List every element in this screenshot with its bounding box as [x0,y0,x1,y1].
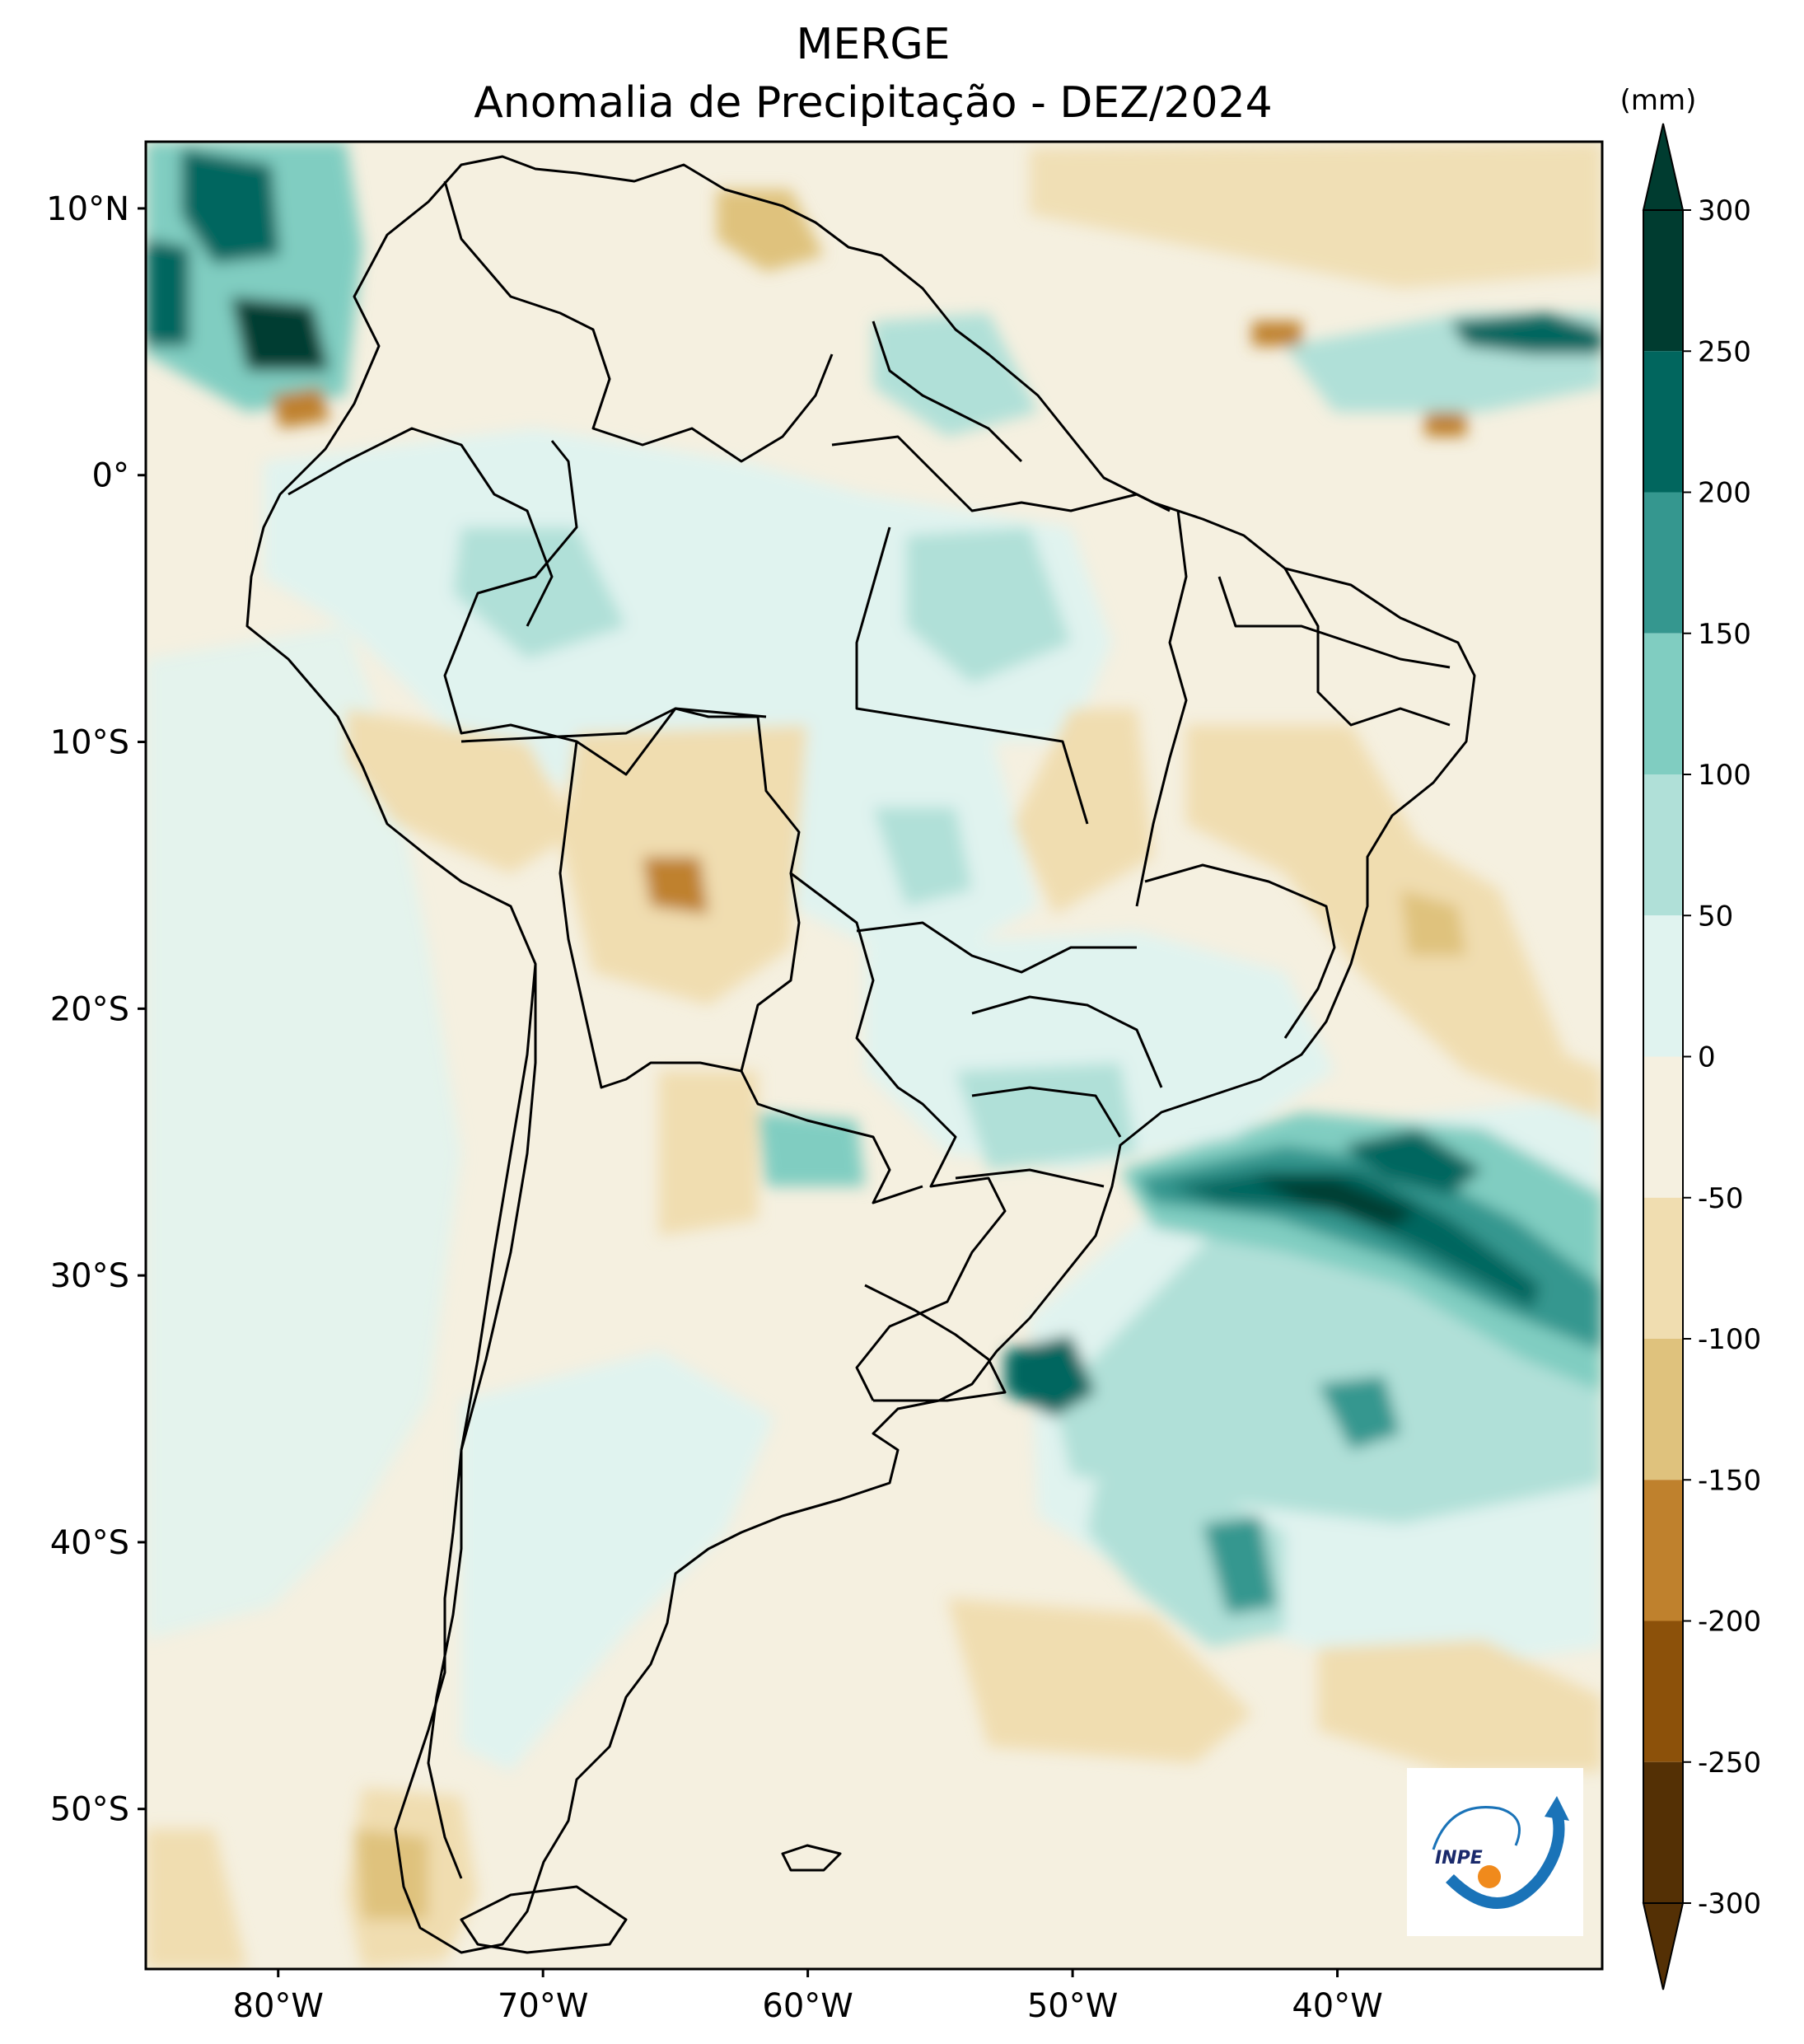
guianas-border [872,320,1023,463]
state-border-6 [971,995,1163,1088]
colorbar-tick-label: 100 [1698,759,1751,792]
logo-text: INPE [1435,1848,1483,1869]
colorbar-tick-label: 50 [1698,900,1733,933]
lat-tick-label: 50°S [50,1791,129,1829]
state-border-3 [460,707,767,743]
colorbar-extend-min [1642,1902,1685,1990]
state-border-8 [955,1168,1105,1188]
colorbar-segment [1643,492,1683,634]
colorbar-tick-label: 0 [1698,1041,1716,1074]
tierra-del-fuego [460,1885,628,1954]
venezuela-border [443,180,834,463]
colorbar-tick-label: -50 [1698,1182,1744,1215]
paraguay-border [740,1070,923,1204]
colorbar-tick-label: -300 [1698,1887,1761,1920]
colorbar-tick-label: 150 [1698,618,1751,651]
lon-tick-label: 80°W [233,1987,324,2025]
colorbar-segment [1643,915,1683,1057]
bolivia-border [558,741,801,1089]
colorbar-tick-label: 200 [1698,477,1751,510]
uruguay-border [864,1284,1007,1402]
colorbar-segment [1643,210,1683,352]
colorbar-tick-label: 300 [1698,194,1751,227]
map-subtitle: Anomalia de Precipitação - DEZ/2024 [474,78,1273,128]
colorbar-segment [1643,1339,1683,1480]
amazon-internal-border [831,435,1171,512]
colorbar-segment [1643,633,1683,774]
state-border-5 [1144,863,1336,1039]
argentina-chile-border [427,963,537,1879]
colorbar: 300 250 200 150 100 50 0 -50 -100 -150 -200 -250 -30… [1642,123,1761,1990]
south-america-coastline [245,155,1476,1954]
colorbar-segment [1643,774,1683,916]
inpe-logo: INPE [1407,1768,1583,1936]
colorbar-tick-label: -200 [1698,1606,1761,1639]
lat-tick-label: 10°N [46,190,129,228]
state-border-7 [971,1086,1122,1138]
longitude-axis: 80°W 70°W 60°W 50°W 40°W [233,1969,1383,2025]
borders [245,155,1476,1954]
lat-tick-label: 0° [92,457,129,495]
logo-orbit [1432,1806,1521,1850]
lon-tick-label: 40°W [1292,1987,1382,2025]
colorbar-segment [1643,1197,1683,1339]
lon-tick-label: 50°W [1027,1987,1118,2025]
map-panel [144,140,1604,1971]
peru-colombia-border [287,427,554,627]
colorbar-tick-label: -250 [1698,1747,1761,1780]
colorbar-segment [1643,1621,1683,1762]
colorbar-segment [1643,1056,1683,1198]
colorbar-tick-label: 250 [1698,335,1751,368]
colorbar-extend-max [1642,123,1685,211]
map-title: MERGE [796,20,951,69]
lon-tick-label: 60°W [762,1987,853,2025]
brazil-border [443,440,1007,1401]
colorbar-segment [1643,1480,1683,1621]
logo-sun [1478,1865,1501,1888]
logo-swoosh [1446,1811,1565,1909]
lat-tick-label: 20°S [50,990,129,1028]
anomaly-field [146,142,1602,1969]
colorbar-tick-label: -150 [1698,1464,1761,1497]
logo-arrow [1545,1796,1569,1821]
state-border-4 [856,921,1137,974]
colorbar-segment [1643,1761,1683,1903]
colorbar-segment [1643,351,1683,493]
state-border-2 [1135,510,1188,907]
state-border-1 [855,526,1089,825]
map-frame [144,140,1604,1971]
colorbar-tick-label: -100 [1698,1323,1761,1356]
latitude-axis: 10°N 0° 10°S 20°S 30°S 40°S 50°S [46,190,146,1829]
lat-tick-label: 30°S [50,1257,129,1295]
lon-tick-label: 70°W [498,1987,588,2025]
state-border-9 [1217,576,1451,669]
lat-tick-label: 10°S [50,724,129,762]
lat-tick-label: 40°S [50,1524,129,1562]
falkland-islands [781,1844,842,1872]
colorbar-units: (mm) [1619,84,1697,117]
state-border-10 [1283,568,1451,727]
